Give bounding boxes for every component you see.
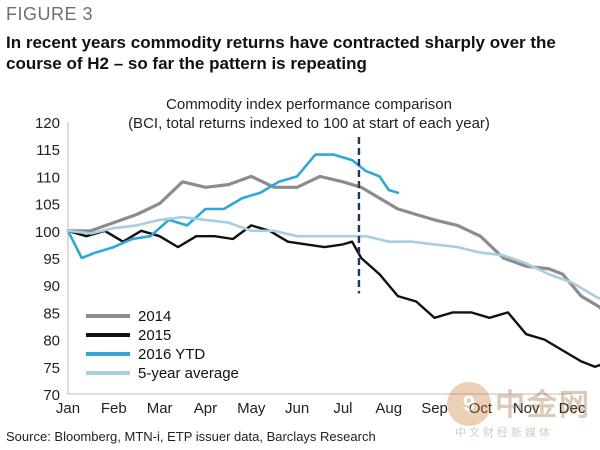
series-lines [66, 153, 600, 368]
chart-subtitle: (BCI, total returns indexed to 100 at st… [128, 115, 490, 132]
y-tick-label: 70 [43, 387, 60, 404]
x-tick-label: Dec [559, 400, 586, 417]
x-tick-label: Feb [101, 400, 127, 417]
y-tick-label: 100 [35, 224, 60, 241]
watermark-icon: 9 [447, 382, 491, 426]
series-line-2014 [66, 174, 600, 311]
watermark-tagline: 中文财经新媒体 [455, 427, 553, 439]
headline: In recent years commodity returns have c… [6, 33, 556, 73]
y-axis-ticks: 120 115 110 105 100 95 90 85 80 75 70 [35, 115, 60, 404]
x-tick-label: Aug [375, 400, 402, 417]
x-tick-label: Mar [147, 400, 173, 417]
x-tick-label: Jul [333, 400, 352, 417]
y-tick-label: 110 [36, 169, 60, 186]
legend-label: 2014 [138, 308, 171, 325]
legend-label: 2016 YTD [138, 346, 205, 363]
watermark-logo: 9 中金网 中文财经新媒体 [447, 378, 597, 440]
legend-label: 2015 [138, 327, 171, 344]
y-tick-label: 95 [43, 251, 60, 268]
x-tick-label: Jun [285, 400, 309, 417]
figure-label: FIGURE 3 [6, 4, 94, 24]
legend-label: 5-year average [138, 365, 239, 382]
y-tick-label: 105 [35, 197, 60, 214]
watermark-name: 中金网 [495, 389, 591, 422]
chart-plot-area [67, 122, 572, 395]
x-tick-label: Nov [513, 400, 540, 417]
series-line-2015 [66, 224, 600, 368]
chart-subtitle-block: Commodity index performance comparison (… [0, 95, 600, 133]
series-line-2016-ytd [66, 153, 400, 260]
source-note: Source: Bloomberg, MTN-i, ETP issuer dat… [6, 429, 376, 444]
x-axis-ticks: Jan Feb Mar Apr May Jun Jul Aug Sep Oct Nov Dec [56, 400, 586, 417]
y-tick-label: 80 [43, 333, 60, 350]
y-tick-label: 85 [43, 305, 60, 322]
legend: 2014 2015 2016 YTD 5-year average [86, 308, 239, 382]
series-line-5-year-average [66, 215, 600, 301]
y-tick-label: 75 [43, 360, 60, 377]
y-tick-label: 115 [36, 142, 60, 159]
x-tick-label: Sep [421, 400, 448, 417]
y-tick-label: 90 [43, 278, 60, 295]
x-tick-label: Apr [194, 400, 217, 417]
chart-title: Commodity index performance comparison [166, 96, 452, 113]
x-tick-label: May [237, 400, 266, 417]
y-tick-label: 120 [35, 115, 60, 132]
x-tick-label: Oct [469, 400, 493, 417]
x-tick-label: Jan [56, 400, 80, 417]
